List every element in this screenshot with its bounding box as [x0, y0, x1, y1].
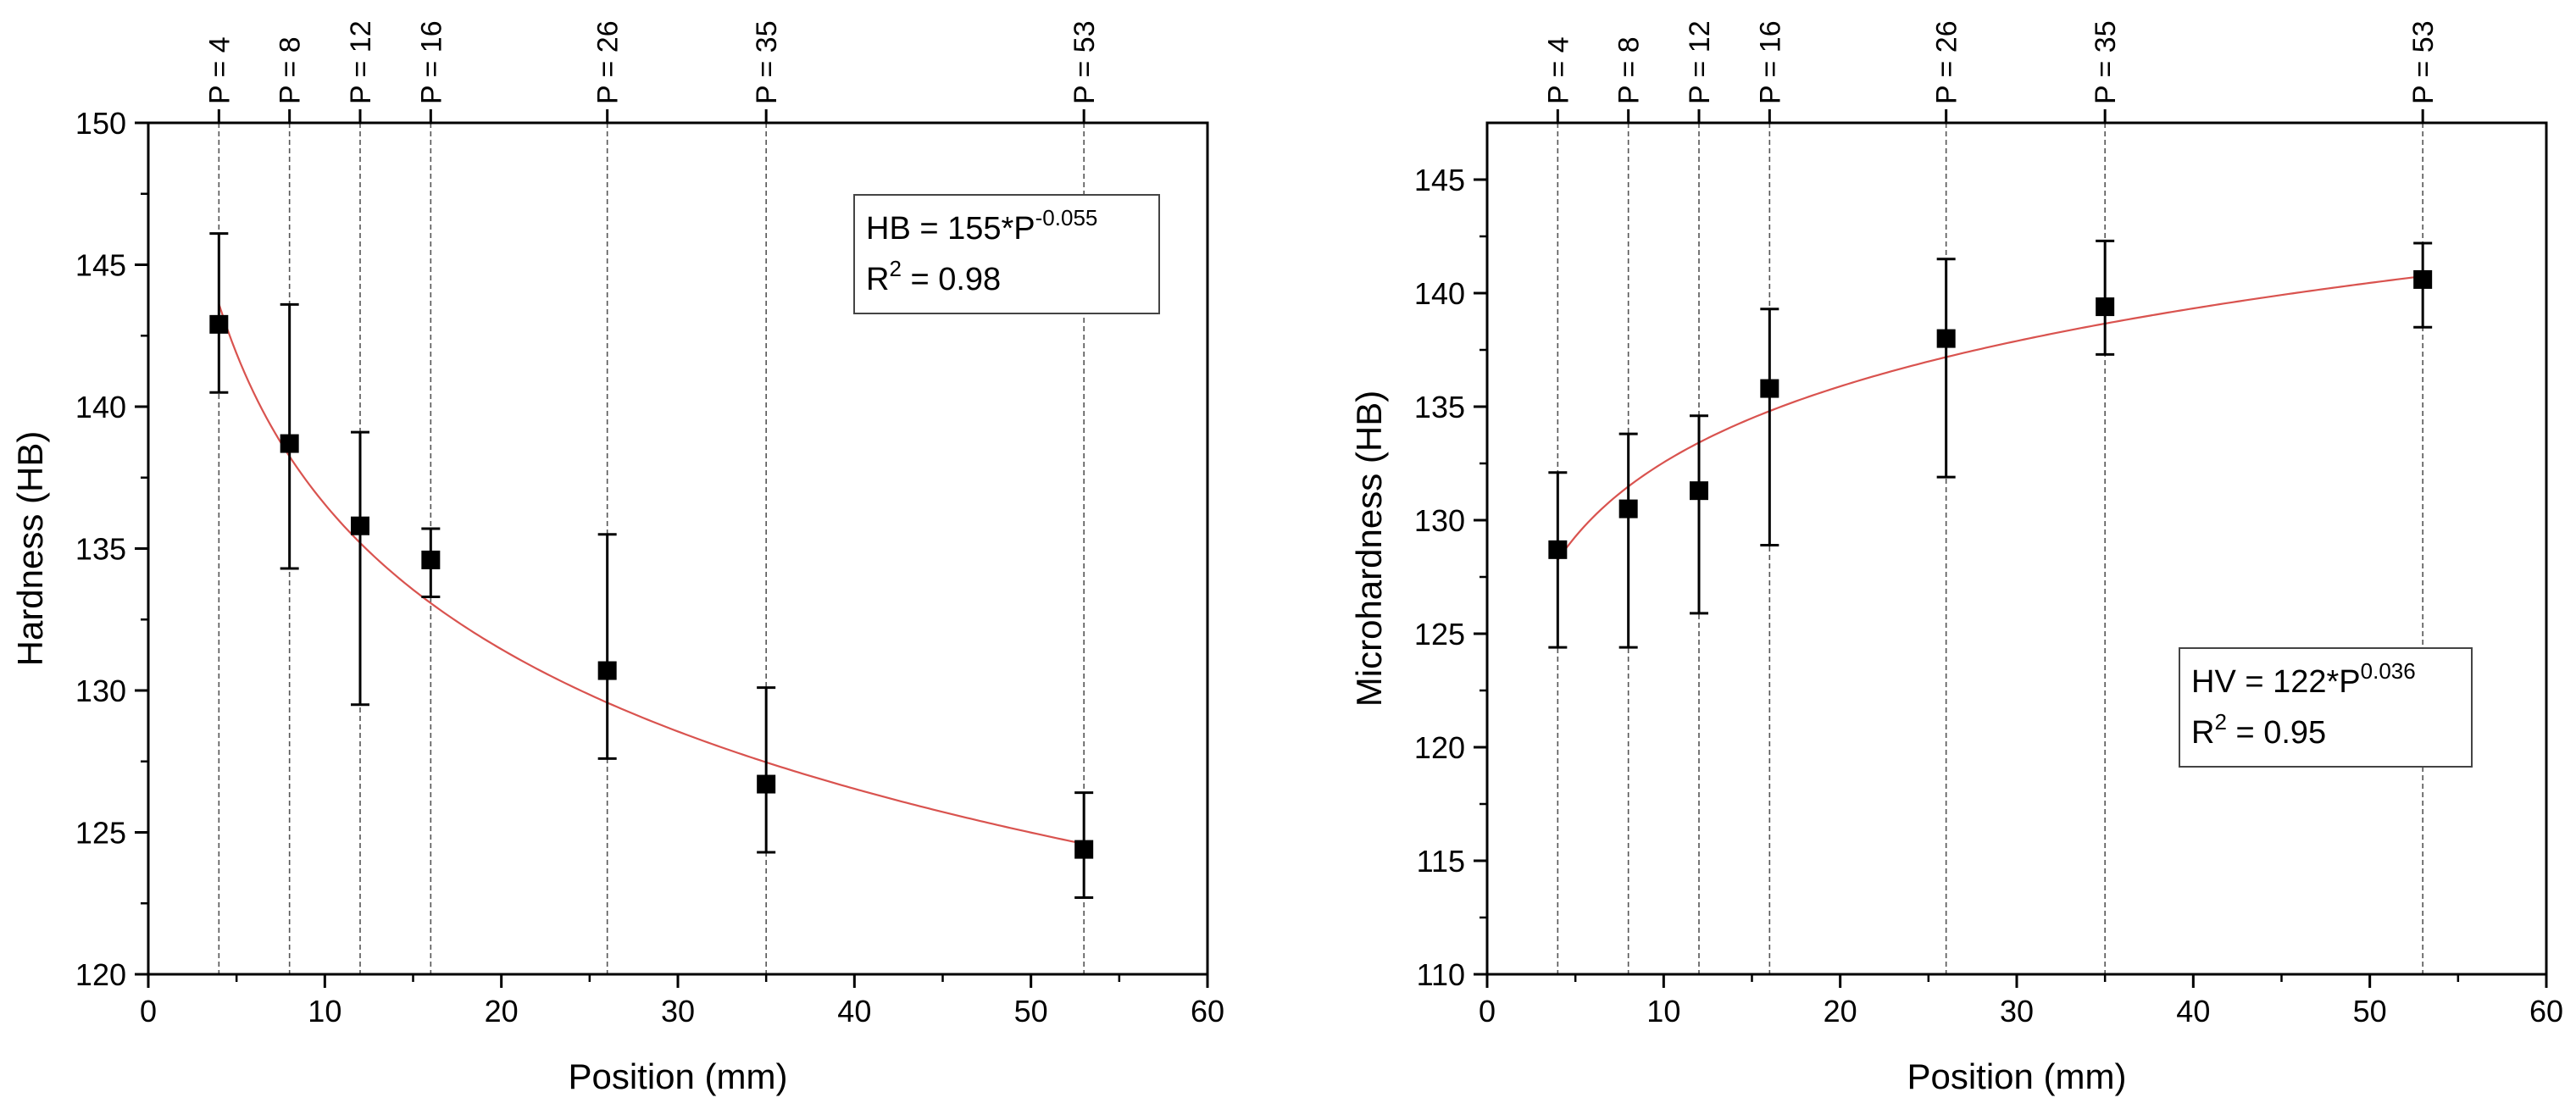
y-tick-label-2: 130: [75, 674, 126, 708]
x-axis-title: Position (mm): [1907, 1056, 2126, 1096]
position-label-4: P = 26: [1931, 20, 1963, 104]
position-label-1: P = 8: [1613, 36, 1646, 104]
x-tick-label-6: 60: [1191, 994, 1224, 1029]
data-point-2: [1690, 481, 1708, 501]
y-axis-title: Microhardness (HB): [1349, 391, 1389, 707]
y-tick-label-3: 135: [75, 532, 126, 567]
y-tick-label-5: 145: [75, 248, 126, 283]
data-point-4: [597, 661, 617, 680]
y-tick-label-4: 140: [75, 390, 126, 424]
y-tick-label-2: 120: [1414, 730, 1465, 765]
equation-box: [853, 194, 1160, 314]
y-tick-label-3: 125: [1414, 617, 1465, 651]
y-tick-label-0: 110: [1417, 957, 1465, 992]
x-axis-title: Position (mm): [568, 1056, 787, 1096]
x-tick-label-4: 40: [837, 994, 871, 1029]
position-label-3: P = 16: [1754, 20, 1786, 104]
y-axis-title: Hardness (HB): [10, 431, 50, 667]
equation-box: [2179, 647, 2473, 768]
y-tick-label-6: 140: [1414, 276, 1465, 311]
x-tick-label-1: 10: [1646, 994, 1680, 1029]
data-point-0: [1548, 540, 1568, 559]
x-tick-label-5: 50: [2353, 994, 2387, 1029]
equation-text: HV = 122*P0.036: [2191, 658, 2416, 700]
data-point-0: [209, 314, 229, 334]
data-point-1: [1618, 499, 1638, 518]
x-tick-label-3: 30: [2000, 994, 2034, 1029]
microhardness-panel: 0 10 20 30 40 50 60 110 115 120 125 130 135 140 145 P =…: [1349, 20, 2563, 1096]
position-label-4: P = 26: [592, 20, 625, 104]
data-point-4: [1936, 329, 1956, 348]
r-squared-exponent: 2: [889, 256, 901, 281]
y-tick-label-0: 120: [75, 957, 126, 992]
x-tick-label-4: 40: [2176, 994, 2210, 1029]
r-squared-base: R: [866, 262, 889, 297]
y-tick-label-7: 145: [1414, 163, 1465, 197]
equation-text: HB = 155*P-0.055: [866, 205, 1097, 247]
x-tick-label-2: 20: [1824, 994, 1857, 1029]
data-point-3: [1760, 379, 1779, 398]
hardness-panel: 0 10 20 30 40 50 60 120 125 130 135 140 145 150 P = 4 P…: [10, 20, 1224, 1096]
plot-frame: [1485, 121, 2548, 976]
y-tick-label-5: 135: [1414, 390, 1465, 424]
x-tick-label-5: 50: [1014, 994, 1048, 1029]
fit-curve: [1557, 274, 2423, 561]
data-point-5: [2096, 297, 2115, 317]
position-label-0: P = 4: [1542, 36, 1574, 104]
equation-base: HB = 155*P: [866, 211, 1035, 247]
x-tick-label-6: 60: [2529, 994, 2563, 1029]
x-tick-label-2: 20: [485, 994, 519, 1029]
position-label-0: P = 4: [203, 36, 236, 104]
r-squared-text: R2 = 0.95: [2191, 709, 2326, 751]
data-point-1: [280, 434, 299, 453]
data-point-3: [421, 550, 441, 569]
r-squared-exponent: 2: [2214, 709, 2226, 735]
data-point-2: [351, 516, 369, 535]
fit-curve: [218, 303, 1085, 846]
position-label-5: P = 35: [2090, 20, 2122, 104]
position-label-2: P = 12: [1684, 20, 1716, 104]
x-tick-label-0: 0: [140, 994, 157, 1029]
x-tick-label-1: 10: [308, 994, 341, 1029]
position-label-2: P = 12: [345, 20, 377, 104]
x-tick-label-3: 30: [661, 994, 695, 1029]
position-label-6: P = 53: [1069, 20, 1101, 104]
y-tick-label-6: 150: [75, 106, 126, 141]
r-squared-value: = 0.95: [2227, 715, 2326, 751]
position-label-3: P = 16: [415, 20, 447, 104]
r-squared-value: = 0.98: [902, 262, 1001, 297]
y-tick-label-1: 125: [75, 816, 126, 851]
position-label-6: P = 53: [2407, 20, 2440, 104]
data-point-5: [757, 774, 776, 794]
data-point-6: [2413, 269, 2433, 289]
r-squared-text: R2 = 0.98: [866, 256, 1001, 297]
x-tick-label-0: 0: [1479, 994, 1496, 1029]
equation-exponent: 0.036: [2361, 658, 2416, 684]
y-tick-label-1: 115: [1417, 844, 1465, 879]
position-label-5: P = 35: [751, 20, 783, 104]
y-tick-label-4: 130: [1414, 503, 1465, 538]
equation-base: HV = 122*P: [2191, 664, 2361, 700]
data-point-6: [1074, 840, 1094, 859]
r-squared-base: R: [2191, 715, 2214, 751]
equation-exponent: -0.055: [1035, 205, 1098, 230]
position-label-1: P = 8: [275, 36, 307, 104]
